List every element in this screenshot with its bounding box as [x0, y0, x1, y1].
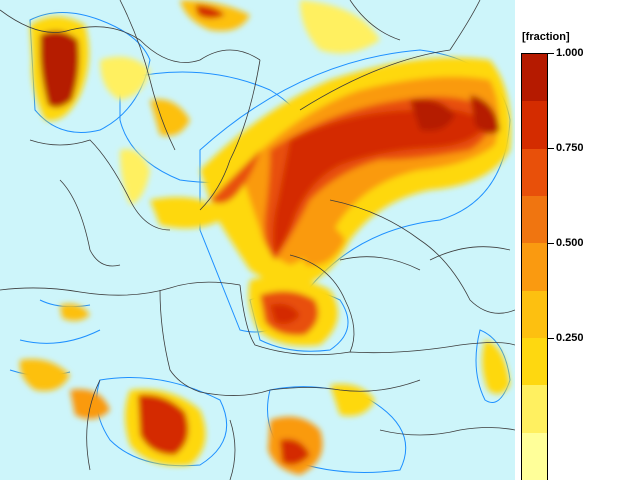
- colorbar-bin: [522, 148, 547, 196]
- colorbar-bin: [522, 195, 547, 244]
- fraction-field-map: [0, 0, 515, 480]
- colorbar-bin: [522, 337, 547, 386]
- colorbar-bin: [522, 243, 547, 291]
- colorbar-bin: [522, 54, 547, 102]
- colorbar-tick-label: 0.750: [556, 141, 584, 154]
- legend-colorbar: [521, 53, 548, 480]
- colorbar-bin: [522, 101, 547, 149]
- country-borders: [0, 0, 515, 480]
- colorbar-tick: [548, 337, 554, 339]
- colorbar-bin: [522, 290, 547, 338]
- colorbar-tick-label: 1.000: [556, 47, 584, 59]
- colorbar-tick-label: 0.500: [556, 236, 584, 249]
- colorbar-tick: [548, 147, 554, 149]
- fraction-field: [19, 0, 511, 475]
- colorbar-tick-label: 0.250: [556, 331, 584, 344]
- colorbar-bin: [522, 385, 547, 433]
- colorbar-tick: [548, 242, 554, 244]
- colorbar-bin: [522, 432, 547, 480]
- colorbar-tick: [548, 53, 554, 54]
- legend-unit-label: [fraction]: [522, 31, 570, 43]
